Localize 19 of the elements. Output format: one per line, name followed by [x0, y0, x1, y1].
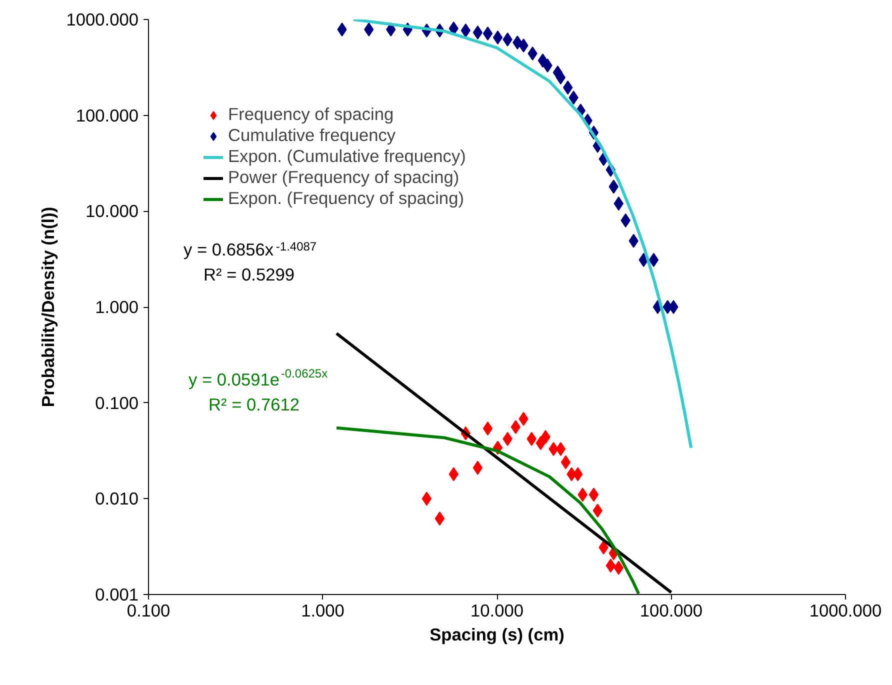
y-tick-label: 1000.000 — [66, 10, 139, 30]
legend-label: Cumulative frequency — [228, 125, 396, 146]
x-tick-label: 10.000 — [470, 600, 524, 620]
legend-label: Expon. (Frequency of spacing) — [228, 188, 464, 209]
legend-label: Frequency of spacing — [228, 104, 394, 125]
x-axis-title: Spacing (s) (cm) — [430, 624, 564, 644]
y-tick-label: 10.000 — [86, 201, 138, 222]
legend-label: Expon. (Cumulative frequency) — [228, 146, 466, 167]
y-tick-label: 1.000 — [95, 297, 139, 317]
x-tick-label: 100.000 — [640, 600, 703, 620]
x-tick-label: 1000.000 — [809, 600, 882, 620]
x-tick-label: 1.000 — [301, 600, 344, 620]
y-tick-label: 0.010 — [95, 488, 139, 509]
annotation: R² = 0.5299 — [204, 264, 295, 284]
y-axis-title: Probability/Density (n(l)) — [38, 206, 58, 408]
annotation: R² = 0.7612 — [208, 394, 300, 414]
legend-label: Power (Frequency of spacing) — [228, 167, 460, 188]
y-tick-label: 100.000 — [76, 105, 139, 126]
y-tick-label: 0.100 — [95, 392, 139, 413]
